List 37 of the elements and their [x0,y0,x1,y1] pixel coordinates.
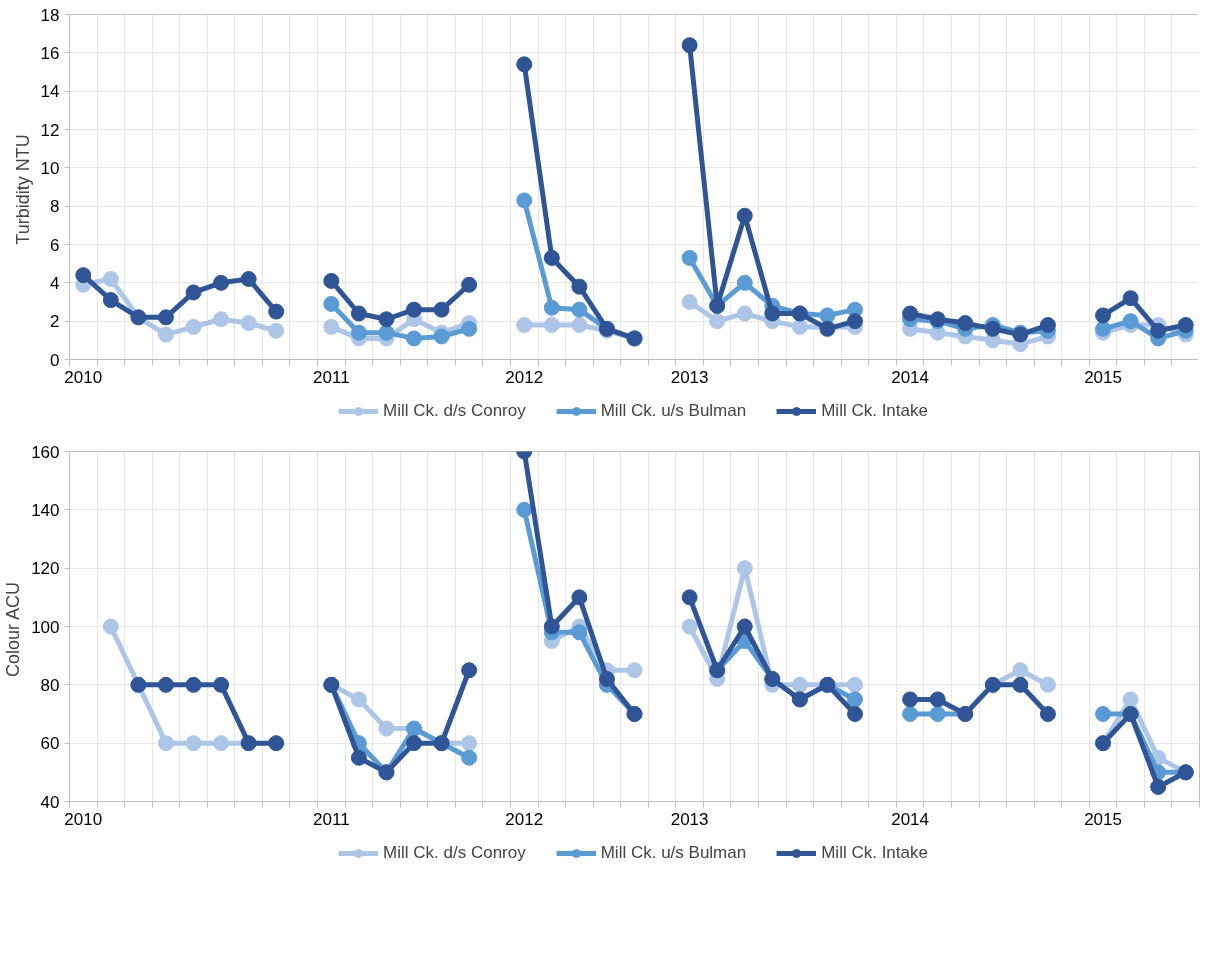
y-tick-label: 12 [40,120,60,140]
x-tick-label: 2012 [505,809,544,829]
y-tick-label: 120 [31,559,60,579]
y-tick-label: 6 [50,235,60,255]
x-tick-label: 2014 [891,809,930,829]
x-tick-label: 2010 [64,367,103,387]
legend-label: Mill Ck. d/s Conroy [383,843,526,863]
y-tick-label: 8 [50,197,60,217]
y-tick-label: 16 [40,43,60,63]
y-tick-label: 10 [40,158,60,178]
y-tick-label: 60 [40,734,60,754]
x-tick-label: 2015 [1084,367,1122,387]
legend-label: Mill Ck. Intake [821,401,928,421]
x-tick-label: 2014 [891,367,930,387]
y-tick-label: 0 [50,350,60,370]
legend-label: Mill Ck. u/s Bulman [600,401,747,421]
y-tick-label: 14 [40,82,60,102]
legend-label: Mill Ck. u/s Bulman [600,843,747,863]
legend-label: Mill Ck. d/s Conroy [383,401,526,421]
x-tick-label: 2011 [313,809,350,829]
legend-label: Mill Ck. Intake [821,843,928,863]
x-tick-label: 2013 [670,809,709,829]
x-tick-label: 2015 [1084,809,1122,829]
x-tick-label: 2011 [313,367,350,387]
y-tick-label: 18 [40,5,60,25]
y-tick-label: 140 [31,500,60,520]
y-tick-label: 100 [31,617,60,637]
y-tick-label: 2 [50,312,60,332]
y-tick-label: 160 [31,442,60,462]
y-axis-title: Turbidity NTU [12,134,33,245]
x-tick-label: 2010 [64,809,103,829]
x-tick-label: 2012 [505,367,544,387]
x-tick-label: 2013 [670,367,709,387]
y-tick-label: 80 [40,675,60,695]
y-tick-label: 4 [50,273,60,293]
y-tick-label: 40 [40,792,60,812]
y-axis-title: Colour ACU [3,581,24,678]
